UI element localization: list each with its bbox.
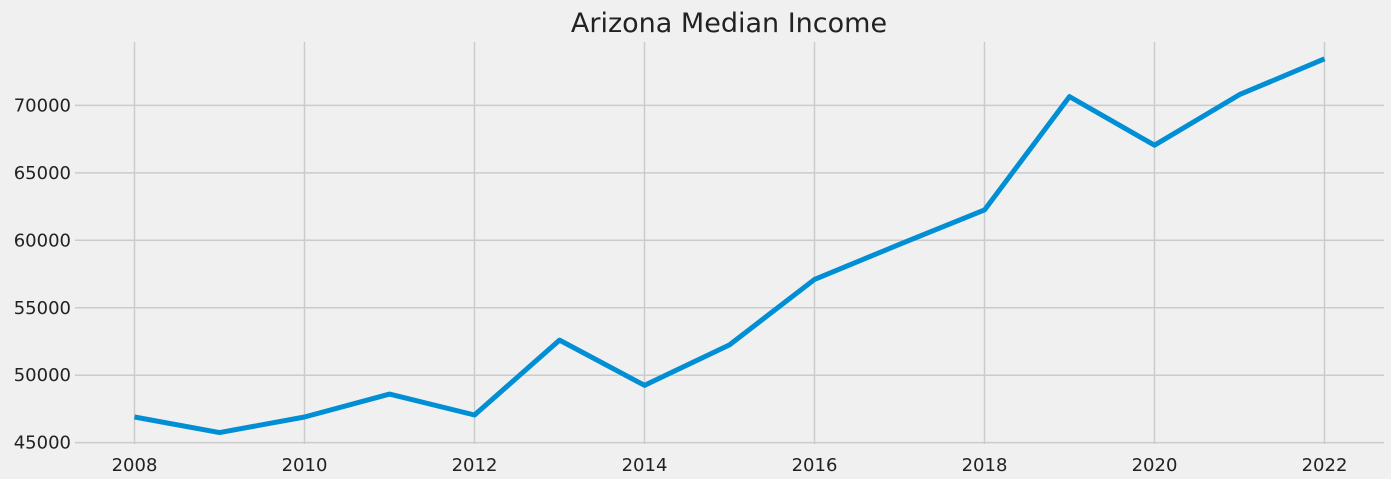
grid [75, 42, 1384, 444]
x-tick-label: 2014 [622, 455, 668, 476]
x-tick-label: 2010 [282, 455, 328, 476]
y-tick-label: 45000 [14, 433, 71, 454]
series-layer [134, 56, 1326, 436]
x-tick-label: 2008 [112, 455, 158, 476]
x-tick-label: 2016 [792, 455, 838, 476]
x-tick-label: 2022 [1302, 455, 1348, 476]
y-tick-label: 60000 [14, 230, 71, 251]
y-tick-label: 55000 [14, 298, 71, 319]
x-tick-label: 2012 [452, 455, 498, 476]
y-axis-ticks: 45000 50000 55000 60000 65000 70000 [14, 95, 71, 453]
x-axis-ticks: 2008 2010 2012 2014 2016 2018 2020 2022 [112, 455, 1348, 476]
y-tick-label: 70000 [14, 95, 71, 116]
y-tick-label: 65000 [14, 163, 71, 184]
x-tick-label: 2018 [962, 455, 1008, 476]
x-tick-label: 2020 [1132, 455, 1178, 476]
y-tick-label: 50000 [14, 365, 71, 386]
chart-title: Arizona Median Income [571, 8, 887, 39]
series-line [134, 56, 1326, 436]
